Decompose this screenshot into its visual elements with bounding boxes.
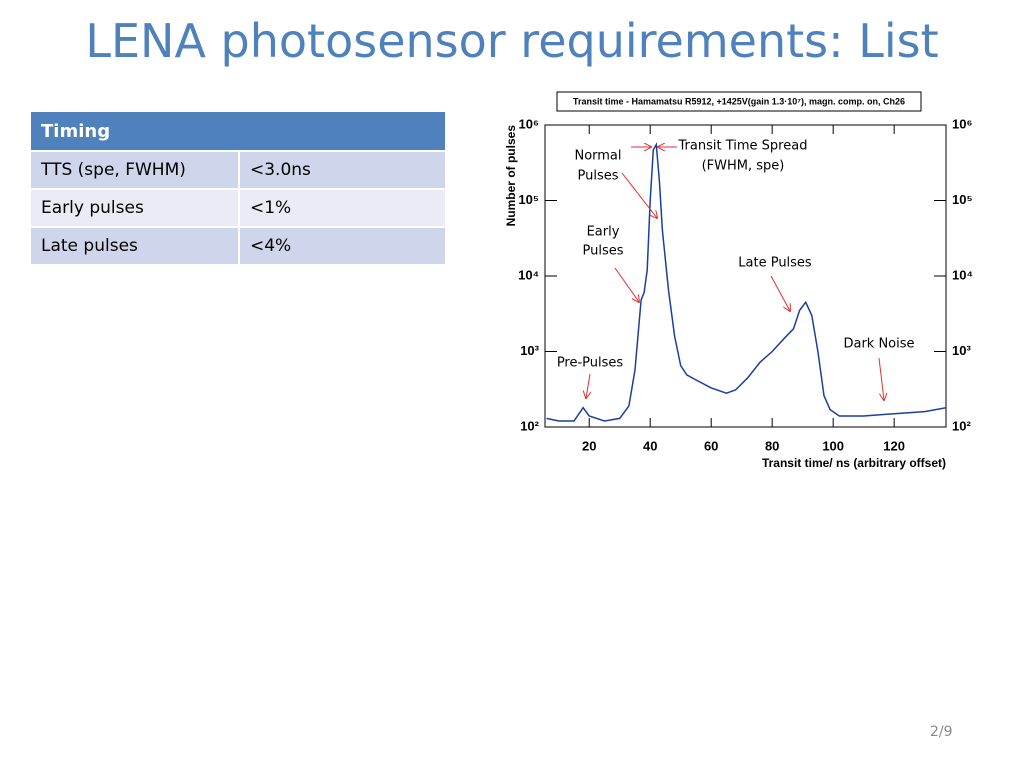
x-tick-label: 40 — [643, 438, 657, 453]
y-tick-label: 10⁶ — [519, 116, 539, 131]
annotation-arrow — [614, 267, 639, 302]
y-axis-label: Number of pulses — [504, 125, 518, 227]
x-tick-label: 20 — [582, 438, 596, 453]
annotation: Early — [587, 225, 620, 240]
y-tick-label: 10² — [520, 418, 539, 433]
page-number: 2/9 — [930, 724, 953, 740]
cell: <3.0ns — [238, 150, 447, 190]
slide-title: LENA photosensor requirements: List — [85, 14, 939, 68]
x-axis-label: Transit time/ ns (arbitrary offset) — [762, 456, 946, 470]
annotation-arrow — [621, 172, 657, 218]
x-tick-label: 100 — [822, 438, 844, 453]
annotation: Normal — [574, 149, 621, 164]
x-tick-label: 120 — [883, 438, 905, 453]
x-tick-label: 80 — [765, 438, 779, 453]
annotation-arrow — [770, 275, 790, 311]
y-tick-label: 10⁵ — [952, 192, 973, 207]
annotation-arrow — [878, 357, 884, 400]
annotation: Pulses — [582, 244, 623, 259]
cell: TTS (spe, FWHM) — [29, 150, 240, 190]
annotation-arrow — [586, 373, 590, 398]
cell: <4% — [238, 226, 447, 266]
cell: <1% — [238, 188, 447, 228]
y-tick-label: 10³ — [520, 343, 539, 358]
y-tick-label: 10⁴ — [518, 267, 539, 282]
annotation: Pulses — [577, 169, 618, 184]
y-tick-label: 10² — [952, 418, 971, 433]
cell: Late pulses — [29, 226, 240, 266]
annotation: Transit Time Spread — [678, 139, 808, 154]
annotation: Pre-Pulses — [557, 356, 624, 371]
x-tick-label: 60 — [704, 438, 718, 453]
y-tick-label: 10⁶ — [952, 116, 972, 131]
annotation: Late Pulses — [738, 256, 812, 271]
y-tick-label: 10³ — [952, 343, 971, 358]
data-line — [546, 142, 947, 422]
annotation: (FWHM, spe) — [702, 159, 785, 174]
chart-title: Transit time - Hamamatsu R5912, +1425V(g… — [573, 96, 905, 106]
y-tick-label: 10⁵ — [518, 192, 539, 207]
chart-title-box — [556, 91, 922, 112]
annotation: Dark Noise — [843, 337, 914, 352]
timing-table: Timing TTS (spe, FWHM) <3.0ns Early pulse… — [29, 110, 447, 266]
cell: Early pulses — [29, 188, 240, 228]
y-tick-label: 10⁴ — [952, 267, 973, 282]
table-header: Timing — [29, 110, 447, 152]
